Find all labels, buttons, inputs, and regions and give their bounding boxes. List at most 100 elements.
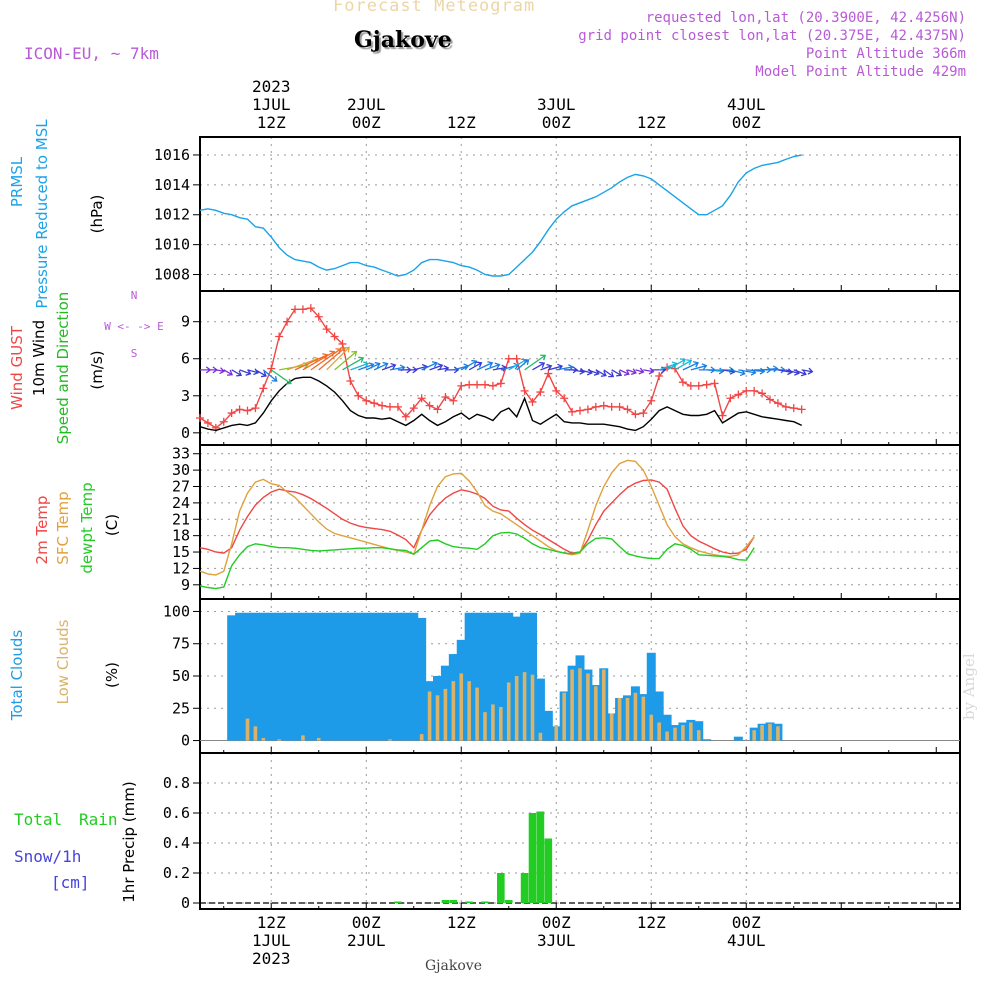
gust-marker: [536, 388, 545, 397]
low-clouds-bar: [538, 732, 543, 741]
wind-direction-arrow: [207, 366, 218, 374]
pressure-title-line1: PRMSL: [8, 156, 26, 207]
wind-direction-arrow: [468, 361, 483, 371]
low-clouds-bar: [459, 673, 464, 741]
gust-marker: [235, 405, 244, 414]
wind-ytick-label: 3: [181, 387, 190, 405]
precip-ytick-label: 0: [181, 894, 190, 912]
wind-direction-arrow: [334, 350, 358, 371]
low-clouds-bar: [388, 739, 392, 741]
top-time-label: 00Z: [542, 113, 571, 132]
gust-marker: [750, 386, 759, 395]
wind-direction-arrow: [524, 354, 547, 371]
wind-direction-arrow: [540, 363, 553, 371]
low-clouds-bar: [586, 673, 590, 741]
gust-marker: [267, 364, 276, 373]
low-clouds-bar: [776, 726, 780, 741]
gust-marker: [425, 401, 434, 410]
bottom-time-label: 2023: [252, 949, 291, 968]
rain-bar: [544, 838, 553, 903]
gust-marker: [496, 379, 505, 388]
total-clouds-bar: [393, 612, 403, 741]
pressure-unit: (hPa): [88, 195, 106, 234]
low-clouds-bar: [253, 726, 258, 741]
low-clouds-bar: [681, 725, 685, 741]
grid-point-coordinates: grid point closest lon,lat (20.375E, 42.…: [578, 28, 966, 44]
temperature-ytick-label: 15: [172, 543, 190, 561]
gust-marker: [465, 380, 474, 389]
gust-marker: [322, 325, 331, 334]
temperature-panel-frame: [199, 444, 961, 600]
low-clouds-bar: [261, 737, 266, 741]
gust-marker: [766, 395, 774, 404]
wind-direction-arrow: [421, 361, 438, 371]
low-clouds-bar: [760, 725, 764, 741]
wind-direction-arrow: [262, 369, 278, 382]
rain-bar: [394, 901, 402, 903]
gust-marker: [686, 381, 695, 390]
total-clouds-bar: [646, 652, 656, 741]
model-altitude: Model Point Altitude 429m: [755, 64, 966, 80]
total-clouds-bar: [369, 612, 379, 741]
gust-marker: [544, 369, 553, 378]
gust-marker: [631, 410, 640, 419]
gust-marker: [647, 396, 656, 405]
total-clouds-bar: [385, 612, 395, 741]
wind-direction-arrow: [270, 369, 292, 385]
wind10m-series-line: [199, 376, 802, 432]
low-clouds-bar: [451, 681, 456, 741]
low-clouds-bar: [657, 722, 661, 741]
wind-direction-arrow: [231, 369, 243, 377]
wind-direction-arrow: [365, 361, 381, 371]
wind-direction-arrow: [223, 369, 234, 376]
bottom-time-label: 1JUL: [252, 931, 291, 950]
wind-ytick-label: 0: [181, 424, 190, 442]
gust-marker: [797, 405, 806, 414]
location-title: Gjakove: [354, 27, 452, 53]
total-clouds-bar: [353, 612, 363, 741]
wind-direction-arrow: [611, 369, 623, 377]
total-clouds-bar: [274, 612, 284, 741]
total-clouds-bar: [401, 612, 411, 741]
total-clouds-bar: [235, 612, 245, 741]
precip-ytick-label: 0.6: [163, 804, 190, 822]
wind-direction-arrow: [595, 369, 607, 377]
wind-direction-arrow: [603, 369, 615, 378]
pressure-title-line2: Pressure Reduced to MSL: [33, 119, 51, 309]
rain-bar: [481, 901, 489, 903]
wind-direction-arrow: [746, 367, 766, 375]
gust-marker: [393, 402, 402, 411]
low-clouds-bar: [419, 734, 424, 741]
rain-bar: [497, 873, 505, 903]
low-clouds-bar: [467, 681, 471, 741]
wind-direction-arrow: [215, 367, 226, 375]
temp2m-series-line: [199, 479, 755, 555]
gust-marker: [298, 305, 307, 314]
total-clouds-bar: [662, 714, 672, 741]
gust-marker: [259, 384, 268, 393]
temperature-ytick-label: 24: [172, 494, 190, 512]
top-time-label: 2023: [252, 77, 291, 96]
total-clouds-bar: [702, 739, 712, 741]
wind-direction-arrow: [255, 369, 267, 378]
low-clouds-bar: [427, 691, 432, 741]
wind10m-title: 10m Wind: [30, 320, 48, 396]
gust-marker: [560, 394, 569, 403]
temperature-ytick-label: 12: [172, 559, 190, 577]
wind-direction-arrow: [294, 353, 329, 371]
gust-marker: [481, 380, 489, 389]
bottom-time-label: 12Z: [257, 913, 286, 932]
compass-west-east: W <- -> E: [104, 320, 164, 333]
gust-marker: [655, 372, 664, 381]
gust-marker: [330, 332, 339, 341]
gust-marker: [457, 381, 466, 390]
wind-direction-arrow: [413, 363, 428, 371]
low-clouds-bar: [530, 674, 535, 741]
low-clouds-title: Low Clouds: [54, 619, 72, 704]
gust-marker: [417, 394, 426, 403]
gust-marker: [528, 397, 537, 406]
bottom-time-label: 12Z: [447, 913, 476, 932]
total-clouds-bar: [290, 612, 300, 741]
wind-direction-arrow: [643, 367, 655, 375]
temperature-ytick-label: 21: [172, 510, 190, 528]
